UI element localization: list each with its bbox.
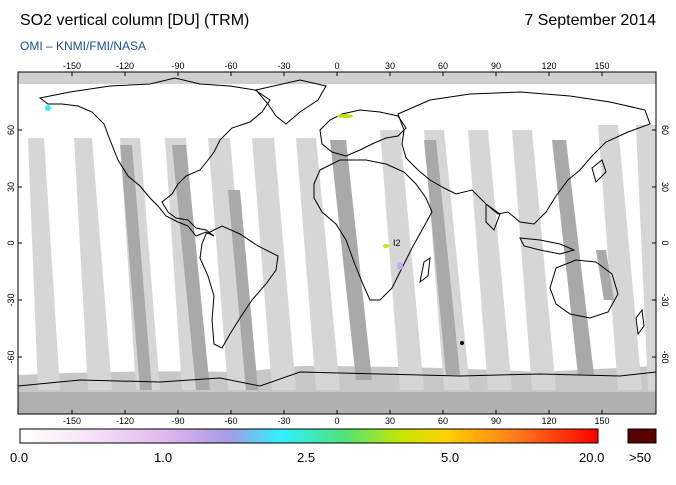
australia-coast bbox=[549, 259, 619, 319]
lon-label-bottom: -150 bbox=[63, 416, 81, 426]
colorbar-label: 1.0 bbox=[154, 450, 173, 465]
greenland-coast bbox=[255, 79, 327, 125]
lon-tick-marks bbox=[71, 72, 603, 414]
lat-tick-marks bbox=[18, 129, 656, 358]
lon-label-top: -150 bbox=[63, 61, 81, 71]
volcano-label: I2 bbox=[393, 238, 401, 248]
colorbar-label: 20.0 bbox=[579, 450, 605, 465]
lat-label-right: -60 bbox=[660, 350, 670, 363]
india-coast bbox=[485, 203, 501, 231]
so2-plumes bbox=[45, 105, 464, 345]
new-zealand-coast bbox=[635, 308, 645, 336]
lat-label-left: 30 bbox=[6, 182, 16, 192]
colorbar-label: 0.0 bbox=[10, 450, 29, 465]
satellite-swaths bbox=[18, 72, 656, 414]
lon-label-top: 90 bbox=[491, 61, 501, 71]
lon-labels-bottom: -150 -120 -90 -60 -30 0 30 60 90 120 150 bbox=[63, 416, 610, 426]
lon-label-bottom: 30 bbox=[385, 416, 395, 426]
lon-label-bottom: 120 bbox=[541, 416, 556, 426]
lon-label-top: -120 bbox=[116, 61, 134, 71]
colorbar bbox=[19, 428, 599, 444]
lon-label-top: 120 bbox=[541, 61, 556, 71]
colorbar-label: 2.5 bbox=[297, 450, 316, 465]
lon-label-top: 30 bbox=[385, 61, 395, 71]
lon-label-top: 60 bbox=[438, 61, 448, 71]
colorbar-max-swatch bbox=[627, 428, 657, 444]
lat-label-left: -60 bbox=[6, 350, 16, 363]
lon-label-top: -60 bbox=[224, 61, 237, 71]
madagascar-coast bbox=[419, 256, 431, 284]
lat-label-right: 60 bbox=[660, 125, 670, 135]
antarctica-coast bbox=[18, 371, 656, 387]
lat-label-left: -30 bbox=[6, 293, 16, 306]
europe-coast bbox=[319, 109, 407, 157]
lon-label-bottom: -120 bbox=[116, 416, 134, 426]
lon-labels-top: -150 -120 -90 -60 -30 0 30 60 90 120 150 bbox=[63, 61, 610, 71]
lat-label-left: 0 bbox=[6, 240, 16, 245]
lon-label-bottom: 60 bbox=[438, 416, 448, 426]
colorbar-max-label: >50 bbox=[629, 450, 652, 465]
map-title: SO2 vertical column [DU] (TRM) bbox=[20, 12, 250, 29]
lat-label-right: 0 bbox=[660, 240, 670, 245]
lat-labels-right: 60 30 0 -30 -60 bbox=[660, 125, 670, 364]
lon-label-top: -90 bbox=[171, 61, 184, 71]
lat-label-right: 30 bbox=[660, 182, 670, 192]
asia-coast bbox=[397, 91, 651, 225]
lat-label-right: -30 bbox=[660, 293, 670, 306]
lon-label-bottom: 150 bbox=[594, 416, 609, 426]
lon-label-bottom: 90 bbox=[491, 416, 501, 426]
africa-coast bbox=[313, 159, 433, 301]
map-date: 7 September 2014 bbox=[524, 12, 656, 29]
lon-label-top: -30 bbox=[277, 61, 290, 71]
colorbar-label: 5.0 bbox=[441, 450, 460, 465]
lon-label-bottom: -90 bbox=[171, 416, 184, 426]
lon-label-top: 0 bbox=[334, 61, 339, 71]
lon-label-bottom: -30 bbox=[277, 416, 290, 426]
lat-label-left: 60 bbox=[6, 125, 16, 135]
north-america-coast bbox=[38, 77, 271, 237]
coastlines bbox=[18, 77, 656, 387]
lon-label-bottom: -60 bbox=[224, 416, 237, 426]
lon-label-bottom: 0 bbox=[334, 416, 339, 426]
japan-coast bbox=[591, 159, 607, 183]
lat-labels-left: 60 30 0 -30 -60 bbox=[6, 125, 16, 364]
lon-label-top: 150 bbox=[594, 61, 609, 71]
data-source: OMI – KNMI/FMI/NASA bbox=[20, 39, 147, 53]
south-polar-band-dark bbox=[18, 392, 656, 414]
south-america-coast bbox=[199, 225, 279, 349]
indonesia-coast bbox=[519, 237, 576, 255]
